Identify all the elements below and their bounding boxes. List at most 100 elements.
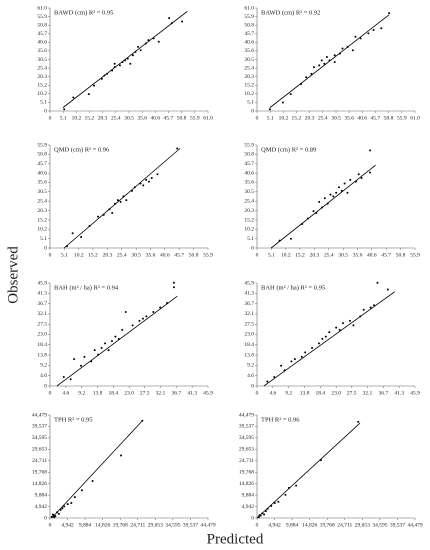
data-point [348,319,351,322]
data-point [289,237,292,240]
y-tick-label: 41.3 [37,291,47,297]
x-tick-label: 0 [49,522,52,528]
data-point [118,64,121,67]
data-point [79,364,82,367]
x-tick-label: 20.3 [103,252,113,258]
data-point [333,54,336,57]
y-tick-label: 0 [251,108,254,114]
trend-line [256,422,361,519]
data-point [129,62,132,65]
y-tick-label: 10.2 [37,91,47,97]
x-tick-label: 35.6 [353,252,363,258]
data-point [343,182,346,185]
data-point [369,149,372,152]
y-tick-label: 18.4 [244,342,254,348]
data-point [138,319,141,322]
data-point [150,176,153,179]
data-point [349,178,352,181]
data-point [318,200,321,203]
y-tick-label: 35.6 [37,48,47,54]
x-tick-label: 0 [49,390,52,396]
data-point [320,59,323,62]
x-tick-label: 10.2 [281,252,291,258]
y-tick-label: 24,711 [239,458,254,464]
data-point [335,191,338,194]
trend-line [51,420,143,519]
y-tick-label: 35.6 [244,48,254,54]
y-tick-label: 55.9 [244,142,254,148]
panel-title: BAWD (cm) R² = 0.95 [54,9,113,16]
x-tick-label: 61.0 [410,115,420,121]
trend-line [63,148,181,249]
panel-title: BAH (m² / ha) R² = 0.94 [54,284,119,291]
data-point [93,84,96,87]
data-point [73,358,76,361]
data-point [172,286,175,289]
panel-title: QMD (cm) R² = 0.89 [261,146,316,153]
data-point [141,317,144,320]
data-point [277,500,280,503]
data-point [87,93,90,96]
x-tick-label: 0 [256,252,259,258]
y-tick-label: 30.5 [244,189,254,195]
x-tick-label: 50.8 [189,252,199,258]
data-point [80,235,83,238]
y-tick-label: 50.8 [244,152,254,158]
data-point [359,37,362,40]
data-point [346,191,349,194]
x-axis-label: Predicted [207,531,264,547]
x-tick-label: 14,826 [95,522,110,528]
y-tick-label: 40.6 [37,170,47,176]
y-tick-label: 29,653 [239,447,254,453]
data-point [342,322,345,325]
x-tick-label: 35.6 [146,252,156,258]
y-tick-label: 5.1 [40,236,47,242]
x-tick-label: 19,768 [320,522,335,528]
y-tick-label: 18.4 [37,342,47,348]
x-tick-label: 55.9 [397,115,407,121]
data-point [69,378,72,381]
y-tick-label: 35.6 [244,180,254,186]
data-point [131,324,134,327]
data-point [111,211,114,214]
data-point [369,171,372,174]
data-point [321,337,324,340]
data-point [284,493,287,496]
y-tick-label: 20.3 [244,74,254,80]
y-tick-label: 0 [251,383,254,389]
x-tick-label: 30.5 [131,252,141,258]
y-tick-label: 45.9 [244,280,254,286]
x-tick-label: 0 [49,115,52,121]
data-point [80,489,83,492]
x-tick-label: 50.8 [384,115,394,121]
data-point [181,20,184,23]
x-tick-label: 5.1 [267,115,274,121]
data-point [290,360,293,363]
x-tick-label: 4.6 [269,390,276,396]
y-tick-label: 35.6 [37,180,47,186]
data-point [70,501,73,504]
y-tick-label: 45.7 [244,31,254,37]
x-tick-label: 5.1 [61,252,68,258]
y-tick-label: 13.8 [244,352,254,358]
panel-title: QMD (cm) R² = 0.96 [54,146,110,153]
x-tick-label: 4,942 [268,522,281,528]
x-tick-label: 15.2 [85,115,95,121]
y-tick-label: 15.2 [37,83,47,89]
data-point [63,505,66,508]
data-point [145,178,148,181]
x-tick-label: 27.5 [347,390,357,396]
x-tick-label: 50.8 [396,252,406,258]
y-tick-label: 34,595 [32,435,47,441]
y-tick-label: 0 [251,245,254,251]
y-tick-label: 9.2 [40,363,47,369]
y-tick-label: 0 [251,515,254,521]
data-point [341,47,344,50]
data-point [329,193,332,196]
x-tick-label: 40.6 [160,252,170,258]
y-tick-label: 9,884 [242,492,255,498]
data-point [159,306,162,309]
data-point [91,479,94,482]
x-tick-label: 4.6 [62,390,69,396]
y-tick-label: 40.6 [244,170,254,176]
